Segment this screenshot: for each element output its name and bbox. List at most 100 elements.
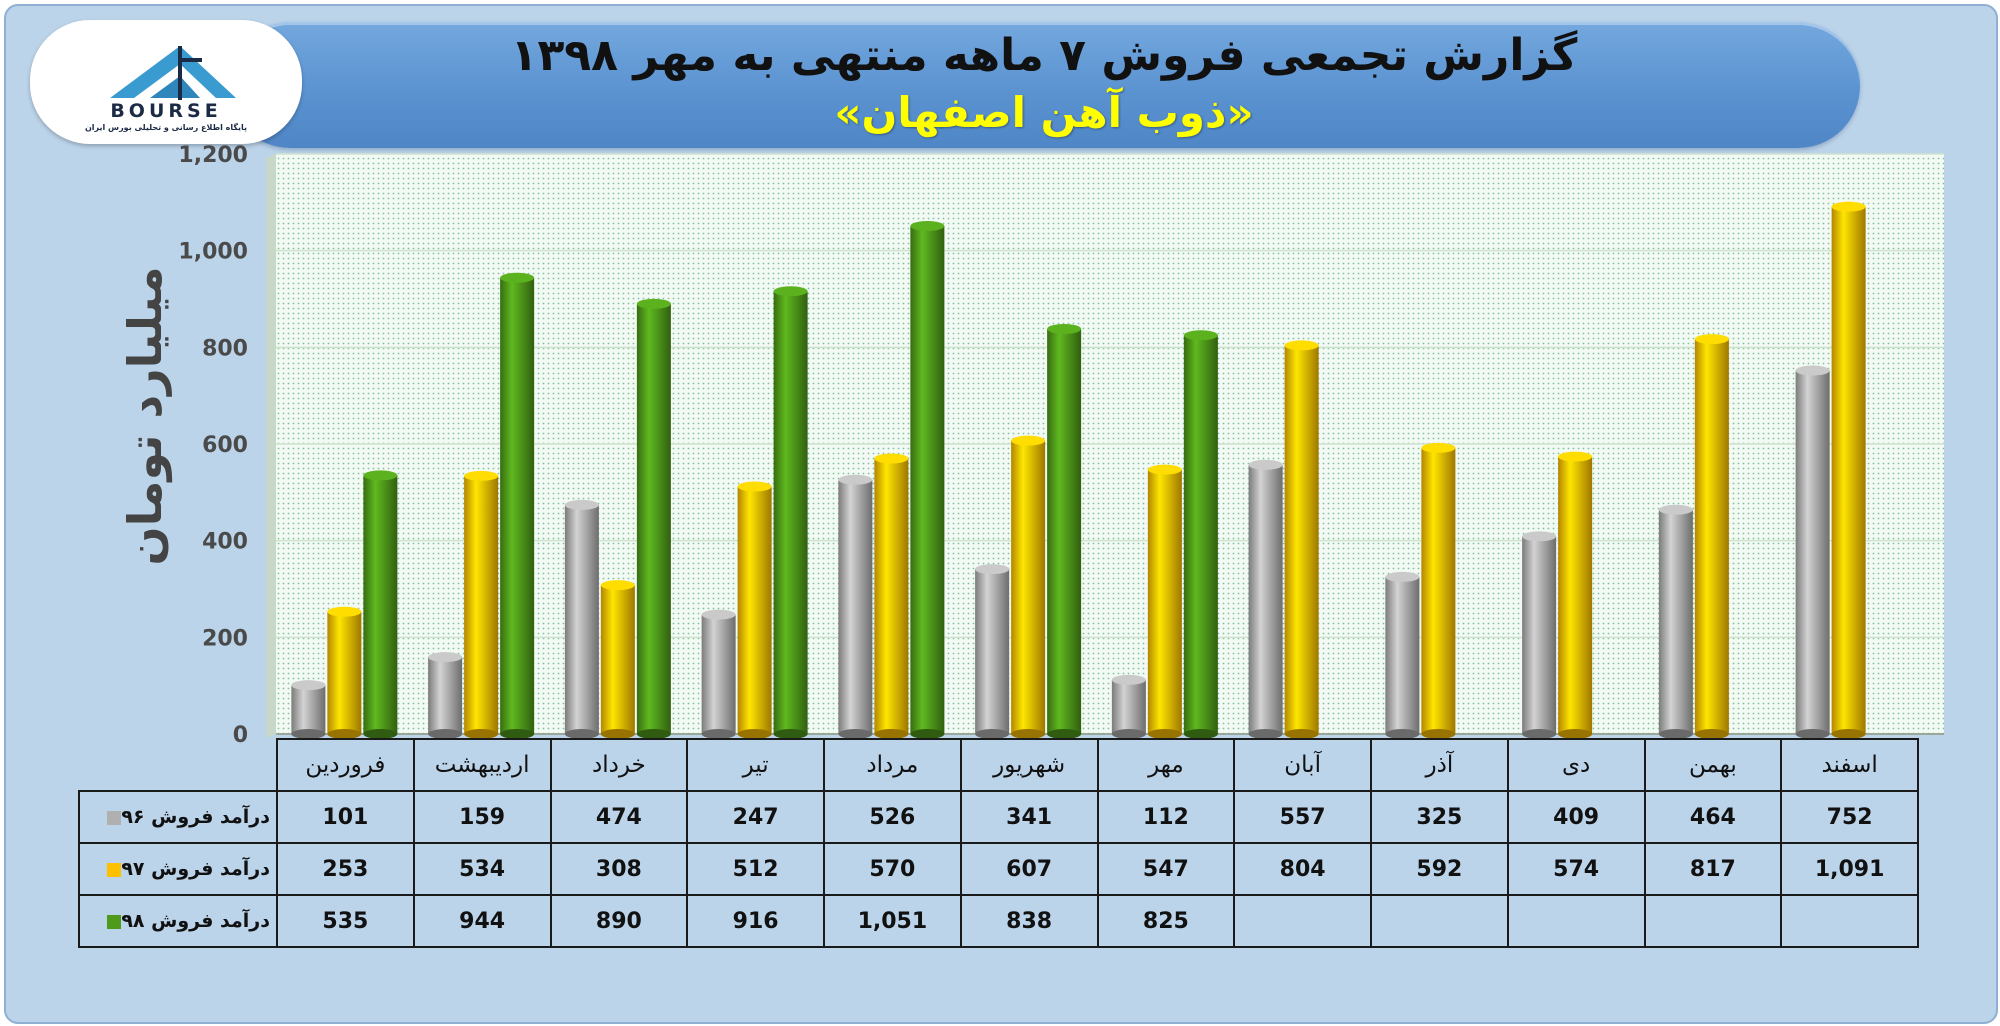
category-label: اسفند — [1780, 738, 1919, 792]
data-label — [1643, 894, 1783, 948]
data-label: 592 — [1370, 842, 1509, 896]
data-label: 464 — [1643, 790, 1783, 844]
bourse-logo: BOURSE پایگاه اطلاع رسانی و تحلیلی بورس … — [30, 20, 302, 144]
category-label: بهمن — [1643, 738, 1783, 792]
bar — [1111, 674, 1146, 739]
data-label: 804 — [1233, 842, 1372, 896]
data-label: 247 — [686, 790, 825, 844]
table-row: درآمد فروش ۹۶ 101 159 474 247 526 341 112 557 325… — [78, 790, 1919, 844]
data-label: 101 — [276, 790, 415, 844]
data-label — [1780, 894, 1919, 948]
bar — [737, 481, 772, 739]
bar — [464, 470, 499, 739]
chart-frame: گزارش تجمعی فروش ۷ ماهه منتهی به مهر ۱۳۹… — [4, 4, 1998, 1024]
bar — [1385, 571, 1420, 739]
bar — [773, 286, 808, 739]
bar — [500, 272, 535, 739]
data-label: 547 — [1096, 842, 1236, 896]
series-name: درآمد فروش ۹۷ — [121, 858, 270, 880]
data-label: 570 — [823, 842, 962, 896]
category-label: آبان — [1233, 738, 1372, 792]
data-label: 409 — [1506, 790, 1646, 844]
data-label: 825 — [1096, 894, 1236, 948]
chart-subtitle: «ذوب آهن اصفهان» — [834, 88, 1254, 137]
data-label: 944 — [412, 894, 552, 948]
bar — [1011, 435, 1046, 739]
bar — [1284, 340, 1319, 739]
series-name: درآمد فروش ۹۶ — [121, 806, 270, 828]
bar — [291, 680, 326, 739]
data-label: 1,091 — [1780, 842, 1919, 896]
y-tick-label: 600 — [202, 433, 248, 458]
table-corner-cell — [79, 739, 278, 792]
y-tick-label: 800 — [202, 336, 248, 361]
category-label: مرداد — [823, 738, 962, 792]
data-label: 557 — [1233, 790, 1372, 844]
data-label: 159 — [412, 790, 552, 844]
data-label: 325 — [1370, 790, 1509, 844]
category-label: خرداد — [549, 738, 689, 792]
data-label: 512 — [686, 842, 825, 896]
bar — [874, 453, 909, 739]
bar — [1047, 323, 1082, 739]
bar — [363, 470, 398, 739]
data-label — [1370, 894, 1509, 948]
bar — [910, 221, 945, 739]
data-label — [1233, 894, 1372, 948]
logo-mark-icon — [110, 46, 236, 100]
data-label: 890 — [549, 894, 689, 948]
data-label: 838 — [959, 894, 1099, 948]
category-label: آذر — [1370, 738, 1509, 792]
data-label: 534 — [412, 842, 552, 896]
category-label: مهر — [1096, 738, 1236, 792]
bar — [1658, 504, 1693, 739]
chart-title: گزارش تجمعی فروش ۷ ماهه منتهی به مهر ۱۳۹… — [510, 30, 1578, 81]
table-header-row: فروردین اردیبهشت خرداد تیر مرداد شهریور مهر آبا… — [79, 738, 1919, 792]
data-label: 341 — [959, 790, 1099, 844]
bar — [838, 474, 873, 739]
data-label: 535 — [276, 894, 415, 948]
series-name: درآمد فروش ۹۸ — [121, 910, 270, 932]
bar — [1831, 201, 1866, 739]
data-label: 574 — [1506, 842, 1646, 896]
y-tick-label: 400 — [202, 530, 248, 555]
bar — [701, 609, 736, 739]
data-label: 607 — [959, 842, 1099, 896]
bar-series — [291, 201, 1866, 739]
bar — [1183, 330, 1218, 739]
legend-swatch-icon — [107, 862, 122, 877]
data-label: 308 — [549, 842, 689, 896]
data-label: 752 — [1780, 790, 1919, 844]
category-label: شهریور — [959, 738, 1099, 792]
data-label: 916 — [686, 894, 825, 948]
data-label: 253 — [276, 842, 415, 896]
category-label: فروردین — [276, 738, 415, 792]
data-label: 817 — [1643, 842, 1783, 896]
bar — [327, 606, 362, 739]
plot-side-wall — [266, 154, 276, 738]
category-label: تیر — [686, 738, 825, 792]
legend-entry: درآمد فروش ۹۶ — [78, 790, 278, 844]
data-label: 474 — [549, 790, 689, 844]
category-label: اردیبهشت — [412, 738, 552, 792]
data-table: فروردین اردیبهشت خرداد تیر مرداد شهریور مهر آبا… — [78, 738, 1919, 948]
bar — [636, 298, 671, 739]
y-tick-label: 1,200 — [178, 143, 248, 168]
bar — [1421, 442, 1456, 739]
legend-entry: درآمد فروش ۹۸ — [78, 894, 278, 948]
legend-entry: درآمد فروش ۹۷ — [78, 842, 278, 896]
logo-wordmark: BOURSE — [110, 100, 222, 122]
legend-swatch-icon — [107, 810, 122, 825]
y-tick-label: 200 — [202, 626, 248, 651]
bar — [564, 499, 599, 739]
bar — [1795, 365, 1830, 739]
bar — [1248, 459, 1283, 739]
data-label: 112 — [1096, 790, 1236, 844]
y-axis-label: میلیارد تومان — [118, 266, 172, 565]
data-label: 526 — [823, 790, 962, 844]
y-tick-label: 1,000 — [178, 240, 248, 265]
logo-caption: پایگاه اطلاع رسانی و تحلیلی بورس ایران — [84, 123, 248, 132]
data-label — [1506, 894, 1646, 948]
